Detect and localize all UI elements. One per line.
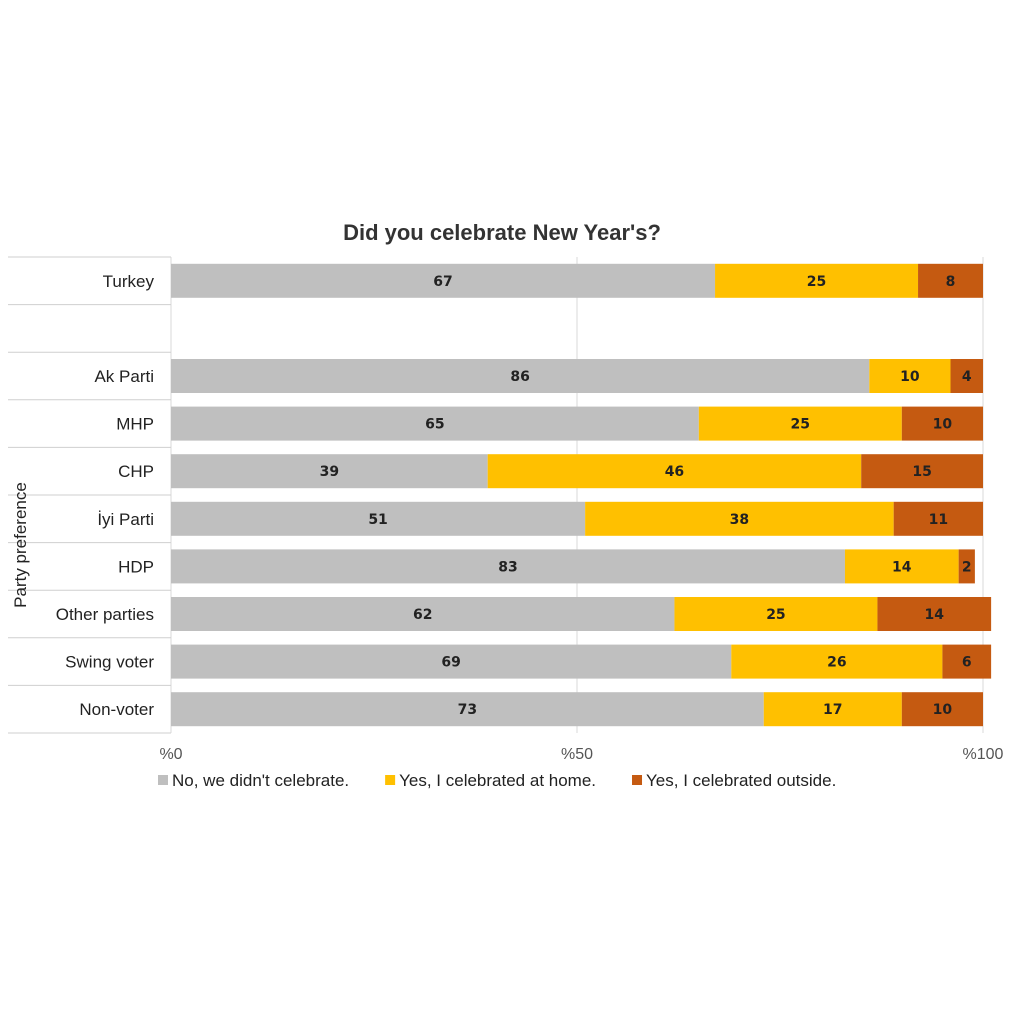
- bar-segment: [844, 549, 959, 584]
- category-label: Ak Parti: [94, 367, 154, 386]
- category-label: Non-voter: [79, 700, 154, 719]
- data-label: 25: [766, 607, 785, 623]
- data-label: 14: [925, 607, 945, 623]
- data-label: 4: [962, 369, 972, 385]
- legend-swatch: [632, 775, 643, 785]
- data-label: 10: [933, 702, 953, 718]
- legend-swatch: [385, 775, 396, 785]
- bar-segment: [731, 644, 943, 679]
- data-label: 6: [962, 655, 972, 671]
- bar-segment: [171, 454, 488, 489]
- y-axis-title: Party preference: [11, 482, 30, 608]
- tick-label: %100: [963, 746, 1004, 763]
- bar-segment: [585, 501, 894, 536]
- bar-segment: [942, 644, 992, 679]
- data-label: 8: [946, 274, 956, 290]
- category-label: İyi Parti: [97, 510, 154, 529]
- data-label: 62: [413, 607, 432, 623]
- bar-segment: [958, 549, 975, 584]
- data-label: 65: [425, 417, 444, 433]
- bar-segment: [674, 597, 878, 631]
- bar-segment: [901, 692, 983, 727]
- data-label: 73: [458, 702, 477, 718]
- bar-segment: [918, 263, 983, 298]
- bar-segment: [487, 454, 862, 489]
- legend-label: No, we didn't celebrate.: [172, 771, 349, 790]
- bar-segment: [171, 406, 699, 441]
- chart-title: Did you celebrate New Year's?: [343, 220, 661, 245]
- data-label: 67: [433, 274, 452, 290]
- legend: No, we didn't celebrate. Yes, I celebrate…: [158, 771, 836, 790]
- data-label: 46: [665, 464, 684, 480]
- bar-segment: [171, 597, 675, 631]
- bar-segment: [171, 501, 586, 536]
- bar-segment: [171, 549, 845, 584]
- category-label: Other parties: [56, 605, 154, 624]
- data-label: 11: [929, 512, 948, 528]
- category-label: Turkey: [103, 272, 155, 291]
- row-separators: [8, 256, 171, 734]
- data-label: 86: [510, 369, 529, 385]
- data-label: 38: [730, 512, 749, 528]
- tick-label: %0: [159, 746, 182, 763]
- legend-label: Yes, I celebrated at home.: [399, 771, 596, 790]
- data-label: 39: [320, 464, 339, 480]
- data-label: 15: [912, 464, 931, 480]
- bar-segment: [698, 406, 902, 441]
- data-label: 83: [498, 559, 517, 575]
- x-axis-ticks: %0 %50 %100: [159, 746, 1003, 763]
- bar-segment: [171, 359, 870, 393]
- bar-segment: [893, 501, 983, 536]
- legend-label: Yes, I celebrated outside.: [646, 771, 836, 790]
- data-label: 26: [827, 655, 846, 671]
- data-label: 17: [823, 702, 842, 718]
- bar-segment: [950, 359, 983, 393]
- data-label: 2: [962, 559, 972, 575]
- bar-segment: [877, 597, 992, 631]
- bar-segment: [901, 406, 983, 441]
- category-label: Swing voter: [65, 653, 154, 672]
- bar-segment: [171, 263, 716, 298]
- data-label: 69: [441, 655, 460, 671]
- data-label: 14: [892, 559, 912, 575]
- category-labels: Turkey Ak Parti MHP CHP İyi Parti HDP Other pa…: [56, 272, 155, 719]
- data-label: 25: [791, 417, 810, 433]
- category-label: MHP: [116, 415, 154, 434]
- bar-segment: [715, 263, 919, 298]
- data-label: 51: [368, 512, 387, 528]
- data-label: 10: [900, 369, 920, 385]
- bar-segment: [171, 644, 732, 679]
- category-label: CHP: [118, 462, 154, 481]
- bar-segment: [861, 454, 983, 489]
- legend-swatch: [158, 775, 168, 785]
- data-label: 25: [807, 274, 826, 290]
- category-label: HDP: [118, 557, 154, 576]
- data-label: 10: [933, 417, 953, 433]
- bar-segment: [763, 692, 902, 727]
- tick-label: %50: [561, 746, 593, 763]
- bar-segment: [171, 692, 764, 727]
- bar-segment: [869, 359, 951, 393]
